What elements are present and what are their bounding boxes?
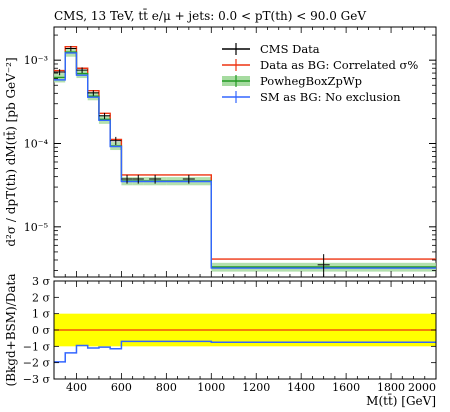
cms-data-points — [54, 45, 330, 277]
ratio-y-tick-label: −3 σ — [23, 373, 51, 386]
x-tick-label: 600 — [111, 381, 132, 394]
x-tick-label: 1000 — [197, 381, 225, 394]
ratio-x-ticks: 400 600 800 1000 1200 1400 1600 1800 2000 — [53, 281, 437, 394]
main-y-ticks: 10⁻⁵ 10⁻⁴ 10⁻³ — [24, 34, 436, 271]
x-tick-label: 2000 — [408, 381, 436, 394]
main-y-axis-label: d²σ / dpT(th) dM(tt̄) [pb GeV⁻²] — [2, 57, 18, 246]
x-tick-label: 1800 — [377, 381, 405, 394]
chart-title: CMS, 13 TeV, tt̄ e/μ + jets: 0.0 < pT(th… — [54, 7, 366, 23]
main-y-tick-label: 10⁻⁵ — [24, 221, 48, 234]
ratio-plot-panel: 3 σ 2 σ 1 σ 0 σ −1 σ −2 σ −3 σ 400 600 800 1000 12… — [4, 274, 437, 408]
main-y-tick-label: 10⁻³ — [24, 54, 48, 67]
ratio-y-tick-label: −2 σ — [23, 357, 51, 370]
x-tick-label: 800 — [156, 381, 177, 394]
ratio-y-tick-label: 1 σ — [32, 308, 50, 321]
x-tick-label: 400 — [66, 381, 87, 394]
legend: CMS Data Data as BG: Correlated σ% PowhegB… — [222, 42, 418, 104]
ratio-y-tick-label: 2 σ — [32, 291, 50, 304]
ratio-y-tick-label: 3 σ — [32, 275, 50, 288]
main-x-ticks — [53, 27, 437, 277]
legend-label: Data as BG: Correlated σ% — [260, 58, 418, 72]
ratio-y-axis-label: (Bkgd+BSM)/Data — [4, 274, 18, 387]
ratio-y-tick-label: −1 σ — [23, 340, 51, 353]
main-series-lines — [54, 46, 436, 269]
ratio-sm-line — [54, 340, 436, 363]
x-tick-label: 1400 — [287, 381, 315, 394]
series-line-1 — [54, 46, 436, 260]
legend-label: CMS Data — [260, 42, 320, 56]
x-axis-label: M(tt̄) [GeV] — [366, 392, 436, 408]
legend-label: SM as BG: No exclusion — [260, 90, 401, 104]
ratio-y-ticks: 3 σ 2 σ 1 σ 0 σ −1 σ −2 σ −3 σ — [23, 275, 436, 386]
main-plot-panel: 10⁻⁵ 10⁻⁴ 10⁻³ d²σ / dpT(th) dM(tt̄) [pb G… — [2, 26, 437, 278]
legend-label: PowhegBoxZpWp — [260, 74, 362, 88]
x-tick-label: 1600 — [332, 381, 360, 394]
main-y-tick-label: 10⁻⁴ — [24, 137, 49, 150]
series-line-3 — [54, 52, 436, 269]
ratio-y-tick-label: 0 σ — [32, 324, 50, 337]
x-tick-label: 1200 — [242, 381, 270, 394]
